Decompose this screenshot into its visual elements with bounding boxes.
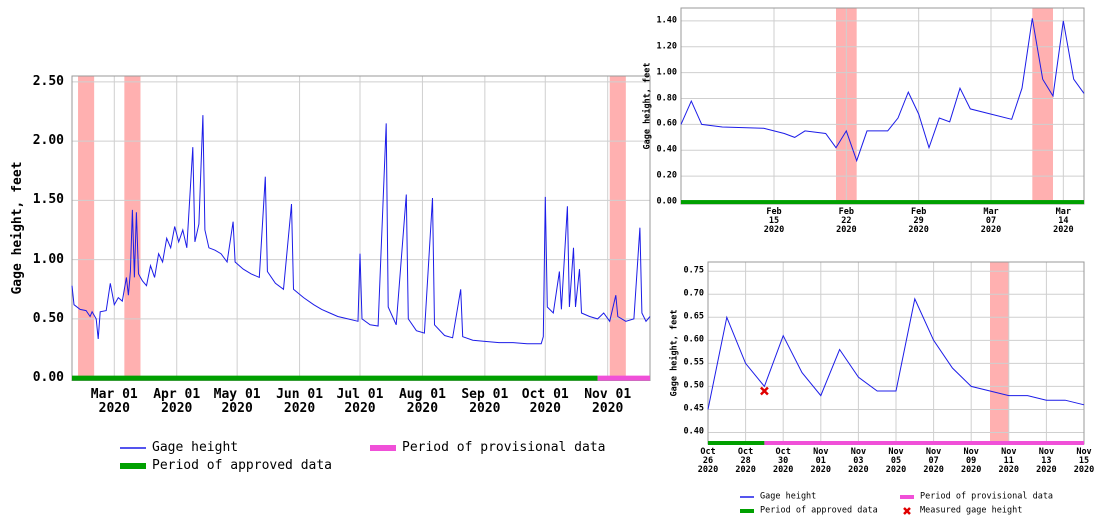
x-tick-label: Nov 07 2020 xyxy=(923,447,944,475)
y-axis-label: Gage height, feet xyxy=(642,62,653,150)
y-tick-label: 1.40 xyxy=(656,15,677,26)
x-tick-label: Feb 29 2020 xyxy=(908,207,929,235)
data-period xyxy=(764,441,1084,445)
y-tick-label: 0.60 xyxy=(656,118,677,129)
x-tick-label: Oct 28 2020 xyxy=(735,447,756,475)
legend-label: Period of provisional data xyxy=(402,440,606,456)
y-tick-label: 2.50 xyxy=(32,74,64,90)
y-tick-label: 0.80 xyxy=(656,93,677,104)
measured-point xyxy=(760,386,769,396)
x-tick-label: Feb 22 2020 xyxy=(836,207,857,235)
shaded-period xyxy=(609,76,626,381)
x-tick-label: Nov 01 2020 xyxy=(810,447,832,475)
x-tick-label: Nov 15 2020 xyxy=(1073,447,1094,475)
shaded-period xyxy=(1032,8,1053,204)
shaded-period xyxy=(78,76,95,381)
x-tick-label: Jun 01 2020 xyxy=(276,387,324,416)
y-tick-label: 1.00 xyxy=(32,251,64,267)
x-tick-label: Nov 11 2020 xyxy=(998,447,1020,475)
y-tick-label: 0.40 xyxy=(683,427,704,438)
data-period xyxy=(72,375,598,381)
x-tick-label: Feb 15 2020 xyxy=(763,207,785,235)
x-tick-label: Aug 01 2020 xyxy=(398,387,446,416)
y-axis-label: Gage height, feet xyxy=(669,309,680,397)
x-tick-label: Apr 01 2020 xyxy=(153,387,201,416)
data-period xyxy=(681,200,1084,205)
y-tick-label: 0.75 xyxy=(683,265,704,276)
y-tick-label: 1.00 xyxy=(656,67,677,78)
legend-swatch xyxy=(900,495,914,499)
y-tick-label: 0.40 xyxy=(656,144,677,155)
x-tick-label: Mar 01 2020 xyxy=(90,387,138,416)
x-tick-label: Nov 09 2020 xyxy=(960,447,982,475)
data-line xyxy=(71,115,651,345)
data-line xyxy=(680,18,1085,163)
x-tick-label: Oct 01 2020 xyxy=(521,387,569,416)
legend-swatch xyxy=(120,463,146,469)
x-tick-label: Oct 26 2020 xyxy=(697,447,719,475)
x-tick-label: Mar 14 2020 xyxy=(1053,207,1074,235)
plot-frame xyxy=(680,7,1085,205)
legend-label: Gage height xyxy=(760,491,817,502)
x-tick-label: Nov 03 2020 xyxy=(848,447,869,475)
y-tick-label: 0.45 xyxy=(683,403,704,414)
x-tick-label: Sep 01 2020 xyxy=(461,387,509,416)
x-tick-label: Nov 01 2020 xyxy=(584,387,632,416)
data-line xyxy=(707,297,1085,410)
y-tick-label: 0.00 xyxy=(32,370,64,386)
plot-frame xyxy=(71,75,651,381)
legend-label: Measured gage height xyxy=(920,505,1023,516)
y-tick-label: 0.50 xyxy=(32,311,64,327)
legend-label: Period of provisional data xyxy=(920,491,1054,502)
y-tick-label: 0.55 xyxy=(683,357,704,368)
x-tick-label: Mar 07 2020 xyxy=(980,207,1002,235)
y-tick-label: 0.70 xyxy=(683,288,704,299)
x-tick-label: Oct 30 2020 xyxy=(772,447,794,475)
shaded-period xyxy=(990,262,1009,444)
y-tick-label: 0.60 xyxy=(683,334,704,345)
x-tick-label: May 01 2020 xyxy=(213,387,261,416)
data-period xyxy=(597,375,650,381)
x-tick-label: Nov 13 2020 xyxy=(1036,447,1057,475)
legend-label: Period of approved data xyxy=(152,458,333,474)
data-period xyxy=(708,441,765,445)
x-tick-label: Jul 01 2020 xyxy=(336,387,384,416)
legend-label: Gage height xyxy=(152,440,239,456)
legend-label: Period of approved data xyxy=(760,505,878,516)
shaded-period xyxy=(124,76,141,381)
y-tick-label: 0.65 xyxy=(683,311,704,322)
y-tick-label: 0.20 xyxy=(656,170,677,181)
y-tick-label: 2.00 xyxy=(32,133,64,149)
legend-swatch xyxy=(370,445,396,451)
y-tick-label: 0.50 xyxy=(683,380,704,391)
y-tick-label: 1.50 xyxy=(32,192,64,208)
y-tick-label: 1.20 xyxy=(656,41,677,52)
y-axis-label: Gage height, feet xyxy=(10,161,26,295)
x-tick-label: Nov 05 2020 xyxy=(885,447,907,475)
legend-swatch xyxy=(903,507,911,515)
legend-swatch xyxy=(740,509,754,513)
y-tick-label: 0.00 xyxy=(656,196,677,207)
